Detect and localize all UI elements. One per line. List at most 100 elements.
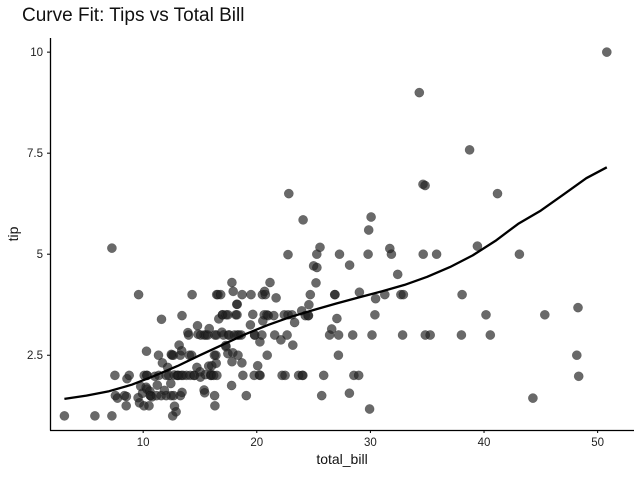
x-axis-label: total_bill xyxy=(316,451,367,467)
data-point xyxy=(165,378,176,389)
data-point xyxy=(152,380,163,390)
fit-curve-line xyxy=(64,166,608,401)
data-point xyxy=(176,345,187,356)
data-point xyxy=(260,289,271,300)
data-point xyxy=(183,330,194,340)
data-point xyxy=(215,289,226,300)
data-point xyxy=(265,277,275,288)
data-point xyxy=(246,289,256,300)
data-point xyxy=(110,370,120,381)
data-point xyxy=(326,324,337,334)
data-point xyxy=(485,330,496,340)
data-point xyxy=(121,400,132,411)
data-point xyxy=(312,262,322,273)
data-point xyxy=(398,289,409,300)
data-point xyxy=(121,391,132,402)
data-point xyxy=(397,330,408,340)
data-point xyxy=(311,278,321,288)
data-point xyxy=(514,249,525,260)
data-point xyxy=(209,390,220,401)
y-ticks: 2.5 5 7.5 10 xyxy=(27,47,50,362)
data-point xyxy=(414,87,425,98)
data-point xyxy=(334,249,345,260)
data-point xyxy=(332,313,342,324)
data-point xyxy=(238,370,248,381)
data-point xyxy=(298,370,308,381)
x-tick-label: 10 xyxy=(137,437,150,449)
data-point xyxy=(333,330,344,340)
data-point xyxy=(283,188,294,199)
data-point xyxy=(90,411,100,421)
data-point xyxy=(233,350,243,361)
data-point xyxy=(271,293,281,303)
data-point xyxy=(472,241,483,251)
data-point xyxy=(211,350,221,361)
data-point xyxy=(601,47,612,57)
y-tick-label: 2.5 xyxy=(27,350,43,362)
data-point xyxy=(344,388,355,399)
data-point xyxy=(199,387,210,398)
data-point xyxy=(315,242,325,253)
data-point xyxy=(237,289,247,300)
data-point xyxy=(237,358,247,368)
data-point xyxy=(392,269,403,280)
data-point xyxy=(333,350,344,361)
y-tick-label: 7.5 xyxy=(27,148,43,160)
y-tick-label: 5 xyxy=(37,249,43,261)
data-point xyxy=(177,310,187,321)
plot-area xyxy=(59,47,612,421)
data-point xyxy=(144,400,154,411)
chart-title: Curve Fit: Tips vs Total Bill xyxy=(22,5,244,26)
data-point xyxy=(269,330,280,340)
data-point xyxy=(227,277,237,288)
data-point xyxy=(257,330,267,340)
data-point xyxy=(171,406,181,417)
data-point xyxy=(192,320,203,331)
data-point xyxy=(418,249,429,260)
data-point xyxy=(364,404,375,414)
x-tick-label: 30 xyxy=(364,437,377,449)
data-point xyxy=(363,249,373,260)
data-point xyxy=(420,180,430,191)
data-point xyxy=(247,309,258,320)
data-point xyxy=(282,330,292,340)
data-point xyxy=(232,309,242,320)
data-point xyxy=(573,371,584,382)
data-point xyxy=(177,387,187,398)
data-point xyxy=(255,370,265,381)
data-point xyxy=(330,289,340,300)
data-point xyxy=(353,370,364,381)
data-point xyxy=(107,243,117,253)
data-point xyxy=(124,370,135,381)
data-point xyxy=(276,335,286,345)
data-point xyxy=(305,289,316,300)
data-point xyxy=(283,249,293,260)
data-point xyxy=(204,323,215,334)
data-point xyxy=(366,212,376,222)
data-point xyxy=(156,314,167,325)
data-point xyxy=(370,293,381,304)
data-point xyxy=(571,350,582,361)
y-tick-label: 10 xyxy=(30,47,43,59)
data-point xyxy=(262,350,273,361)
data-point xyxy=(367,330,377,340)
data-point xyxy=(318,370,329,381)
data-point xyxy=(363,225,374,235)
x-ticks: 10 20 30 40 50 xyxy=(137,430,604,449)
data-point xyxy=(539,309,550,320)
data-point xyxy=(280,370,290,381)
data-point xyxy=(347,330,358,340)
y-axis-label: tip xyxy=(5,226,21,241)
data-point xyxy=(457,289,467,300)
data-point xyxy=(252,360,263,371)
data-point xyxy=(187,289,197,300)
data-point xyxy=(386,249,397,260)
x-tick-label: 20 xyxy=(250,437,263,449)
data-point xyxy=(298,215,308,225)
data-point xyxy=(304,299,314,310)
data-point xyxy=(528,393,538,403)
data-point xyxy=(370,309,380,320)
data-point xyxy=(268,310,279,321)
data-point xyxy=(59,411,70,421)
